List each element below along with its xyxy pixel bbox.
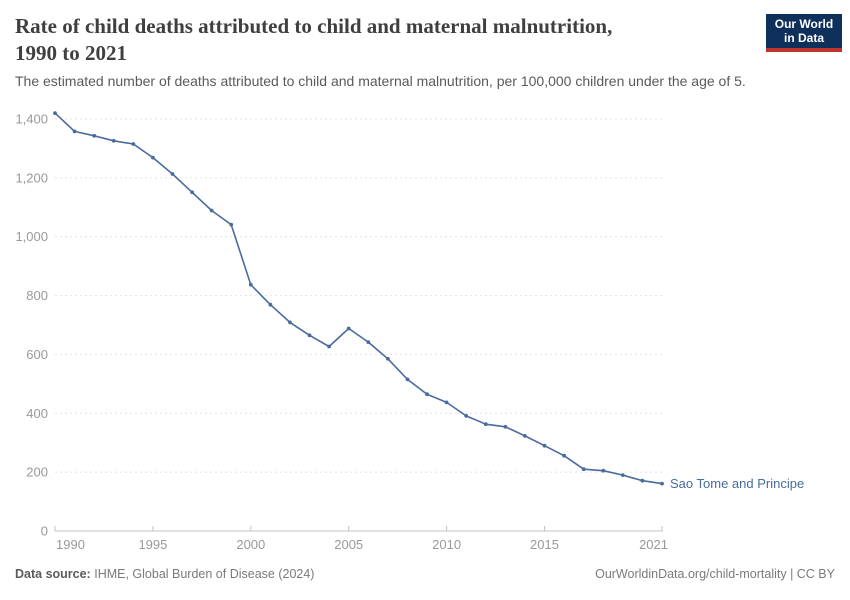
- owid-logo-line2: in Data: [783, 31, 824, 45]
- x-axis-labels: 1990 1995 2000 2005 2010 2015 2021: [56, 537, 668, 552]
- chart-line[interactable]: [54, 112, 663, 485]
- license-note: OurWorldinData.org/child-mortality | CC …: [595, 567, 835, 581]
- svg-text:200: 200: [26, 465, 48, 480]
- y-gridlines: [55, 118, 663, 473]
- svg-text:2000: 2000: [236, 537, 265, 552]
- svg-text:2010: 2010: [432, 537, 461, 552]
- svg-text:400: 400: [26, 406, 48, 421]
- data-source-label: Data source:: [15, 567, 91, 581]
- owid-logo-line1: Our World: [774, 17, 834, 31]
- data-points[interactable]: [53, 111, 664, 486]
- svg-text:1990: 1990: [56, 537, 85, 552]
- y-axis-labels: 0 200 400 600 800 1,000 1,200 1,400: [15, 112, 48, 539]
- svg-text:2015: 2015: [530, 537, 559, 552]
- entity-label: Sao Tome and Principe: [670, 476, 804, 491]
- svg-text:800: 800: [26, 288, 48, 303]
- owid-logo[interactable]: Our World in Data: [766, 14, 842, 52]
- svg-text:1,200: 1,200: [15, 170, 48, 185]
- svg-text:1995: 1995: [138, 537, 167, 552]
- chart-footer: Data source: IHME, Global Burden of Dise…: [15, 566, 835, 582]
- svg-text:2005: 2005: [334, 537, 363, 552]
- x-axis: [54, 526, 663, 532]
- data-source: Data source: IHME, Global Burden of Dise…: [15, 566, 314, 582]
- page-title-line2: 1990 to 2021: [15, 41, 127, 65]
- chart-subtitle: The estimated number of deaths attribute…: [15, 73, 746, 89]
- svg-text:600: 600: [26, 347, 48, 362]
- page-title: Rate of child deaths attributed to child…: [15, 13, 750, 67]
- svg-text:1,000: 1,000: [15, 229, 48, 244]
- svg-text:1,400: 1,400: [15, 112, 48, 127]
- svg-text:0: 0: [41, 524, 48, 539]
- svg-text:2021: 2021: [639, 537, 668, 552]
- page-title-line1: Rate of child deaths attributed to child…: [15, 14, 613, 38]
- data-source-value: IHME, Global Burden of Disease (2024): [94, 567, 315, 581]
